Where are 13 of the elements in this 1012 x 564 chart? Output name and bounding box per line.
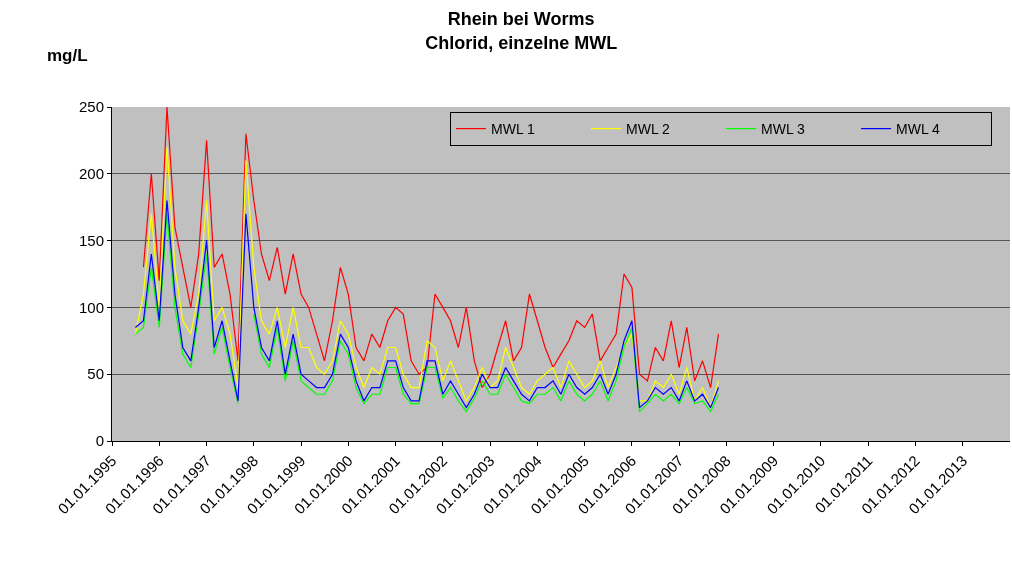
legend-label: MWL 2 [626,121,671,138]
y-tick-label: 250 [78,98,104,116]
y-tick-label: 0 [95,432,104,450]
y-tick-label: 200 [78,165,104,183]
y-tick-label: 50 [87,365,104,383]
legend-label: MWL 3 [761,121,806,138]
y-axis-title: mg/L [47,46,88,65]
legend-label: MWL 1 [491,121,536,138]
line-series [142,107,720,389]
y-tick-label: 150 [78,231,104,249]
legend-label: MWL 4 [896,121,941,138]
y-tick-label: 100 [78,298,104,316]
chart-title: Rhein bei Worms Chlorid, einzelne MWL [425,9,618,53]
